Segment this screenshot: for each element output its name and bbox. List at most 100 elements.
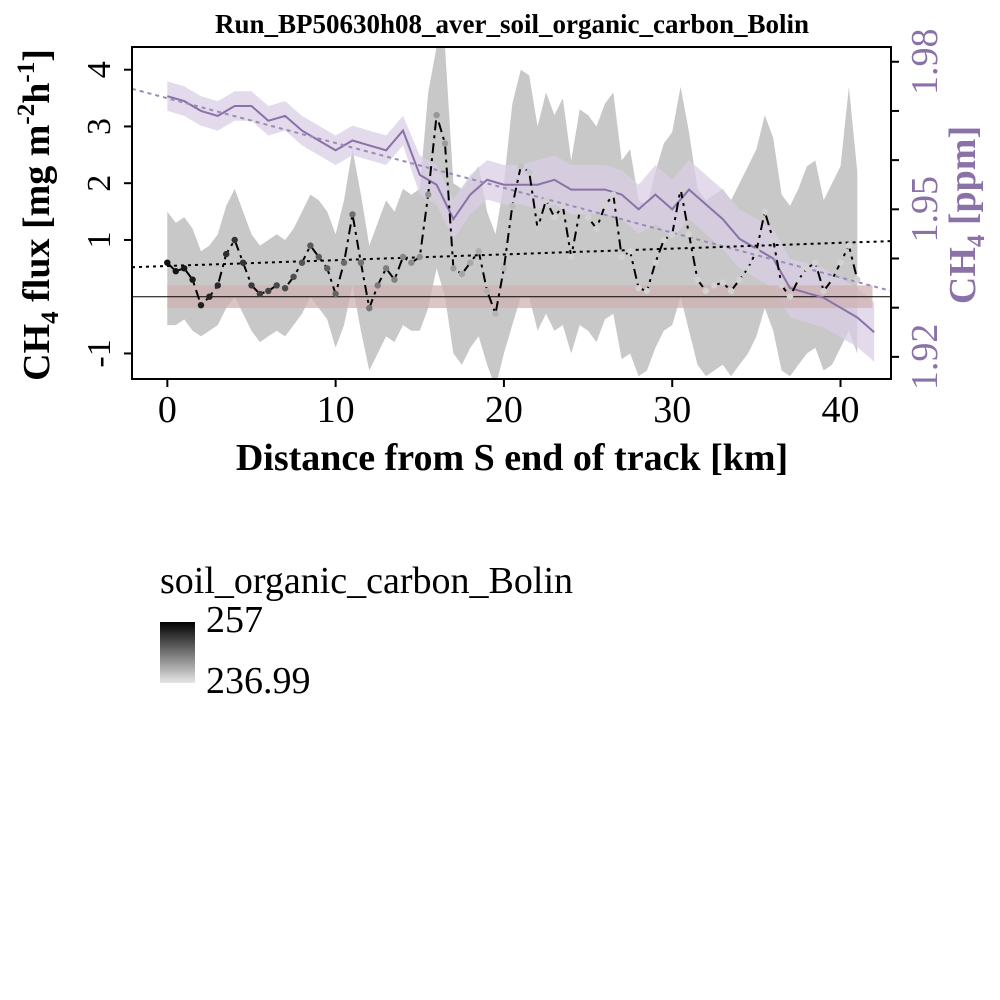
flux-point <box>382 265 390 272</box>
flux-point <box>635 285 642 292</box>
flux-point <box>349 211 356 218</box>
chart-title: Run_BP50630h08_aver_soil_organic_carbon_… <box>215 9 809 39</box>
flux-point <box>408 259 415 266</box>
flux-point <box>812 259 819 266</box>
flux-point <box>357 259 365 266</box>
y-axis-left-label: CH4 flux [mg m-2h-1] <box>13 49 64 381</box>
y-right-tick-label: 1.98 <box>904 29 946 96</box>
flux-point <box>281 285 289 292</box>
legend-color-ramp <box>160 622 195 683</box>
flux-point <box>786 293 794 300</box>
flux-point <box>568 253 575 261</box>
flux-point <box>248 282 255 289</box>
flux-point <box>803 265 811 272</box>
y-axis-right-label: CH4 [ppm] <box>942 126 990 304</box>
concentration-trend-line <box>132 87 891 292</box>
y-left-tick-label: -1 <box>81 339 118 367</box>
flux-point <box>770 236 777 244</box>
flux-point <box>626 248 634 255</box>
flux-point <box>854 276 861 283</box>
concentration-uncertainty-band <box>167 81 875 362</box>
x-tick-label: 30 <box>653 389 691 431</box>
flux-point <box>517 163 524 170</box>
flux-point <box>542 197 550 204</box>
flux-point <box>307 242 314 249</box>
flux-point <box>416 253 423 261</box>
flux-point <box>433 111 440 119</box>
flux-point <box>643 287 651 295</box>
flux-point <box>744 265 752 272</box>
flux-point <box>441 140 449 147</box>
flux-point <box>685 231 693 238</box>
flux-point <box>214 282 221 289</box>
flux-point <box>332 290 339 298</box>
flux-point <box>618 253 625 261</box>
flux-point <box>694 276 701 283</box>
flux-point <box>164 259 171 266</box>
y-left-tick-label: 2 <box>81 175 118 192</box>
flux-point <box>660 236 667 244</box>
flux-point <box>450 265 457 272</box>
y-left-tick-label: 3 <box>81 118 118 135</box>
flux-point <box>265 287 272 295</box>
flux-point <box>509 202 516 210</box>
flux-point <box>223 250 230 258</box>
flux-point <box>652 259 659 266</box>
plot-layer <box>132 47 891 379</box>
flux-trend-line <box>132 240 891 269</box>
flux-point <box>197 302 205 309</box>
x-tick-label: 10 <box>317 389 355 431</box>
flux-point <box>256 290 264 298</box>
flux-point <box>753 248 760 255</box>
flux-point <box>778 282 785 289</box>
y-left-tick-label: 4 <box>81 61 118 78</box>
flux-point <box>231 236 238 244</box>
flux-point <box>551 214 558 221</box>
flux-point <box>820 287 827 295</box>
flux-point <box>526 168 533 176</box>
flux-point <box>845 242 853 249</box>
flux-point <box>727 287 735 295</box>
flux-point <box>366 304 373 312</box>
flux-point <box>315 253 322 261</box>
flux-point <box>669 231 676 238</box>
flux-point <box>584 214 592 221</box>
plot-content <box>132 47 891 379</box>
flux-point <box>559 202 566 210</box>
flux-point <box>711 282 718 289</box>
flux-point <box>340 259 348 266</box>
flux-point <box>189 276 196 283</box>
flux-point <box>736 276 743 283</box>
flux-point <box>181 265 188 272</box>
y-axis-right: 1.92 1.95 1.98 <box>891 29 946 391</box>
flux-point <box>492 310 499 317</box>
flux-point <box>610 191 617 198</box>
flux-point <box>458 270 466 278</box>
flux-point <box>475 248 482 255</box>
flux-point <box>483 287 491 295</box>
flux-point <box>298 259 306 266</box>
x-axis-label: Distance from S end of track [km] <box>236 437 788 479</box>
legend-title: soil_organic_carbon_Bolin <box>160 560 573 602</box>
flux-point <box>576 208 583 215</box>
flux-point <box>425 191 432 198</box>
flux-point <box>324 265 331 272</box>
y-right-tick-label: 1.92 <box>904 324 946 391</box>
y-right-tick-label: 1.95 <box>904 176 946 243</box>
flux-point <box>534 225 541 232</box>
x-tick-label: 0 <box>158 389 177 431</box>
legend-min-label: 236.99 <box>206 660 311 702</box>
y-axis-left: -1 1 2 3 4 <box>81 61 132 368</box>
x-axis: 0 10 20 30 40 <box>158 379 860 431</box>
flux-point <box>601 202 609 210</box>
flux-point <box>399 253 407 261</box>
flux-point <box>391 276 398 283</box>
flux-point <box>239 259 247 266</box>
flux-point <box>172 268 179 275</box>
flux-point <box>273 282 280 289</box>
flux-point <box>828 276 836 283</box>
flux-point <box>467 259 474 266</box>
x-tick-label: 20 <box>485 389 523 431</box>
flux-point <box>500 265 508 272</box>
